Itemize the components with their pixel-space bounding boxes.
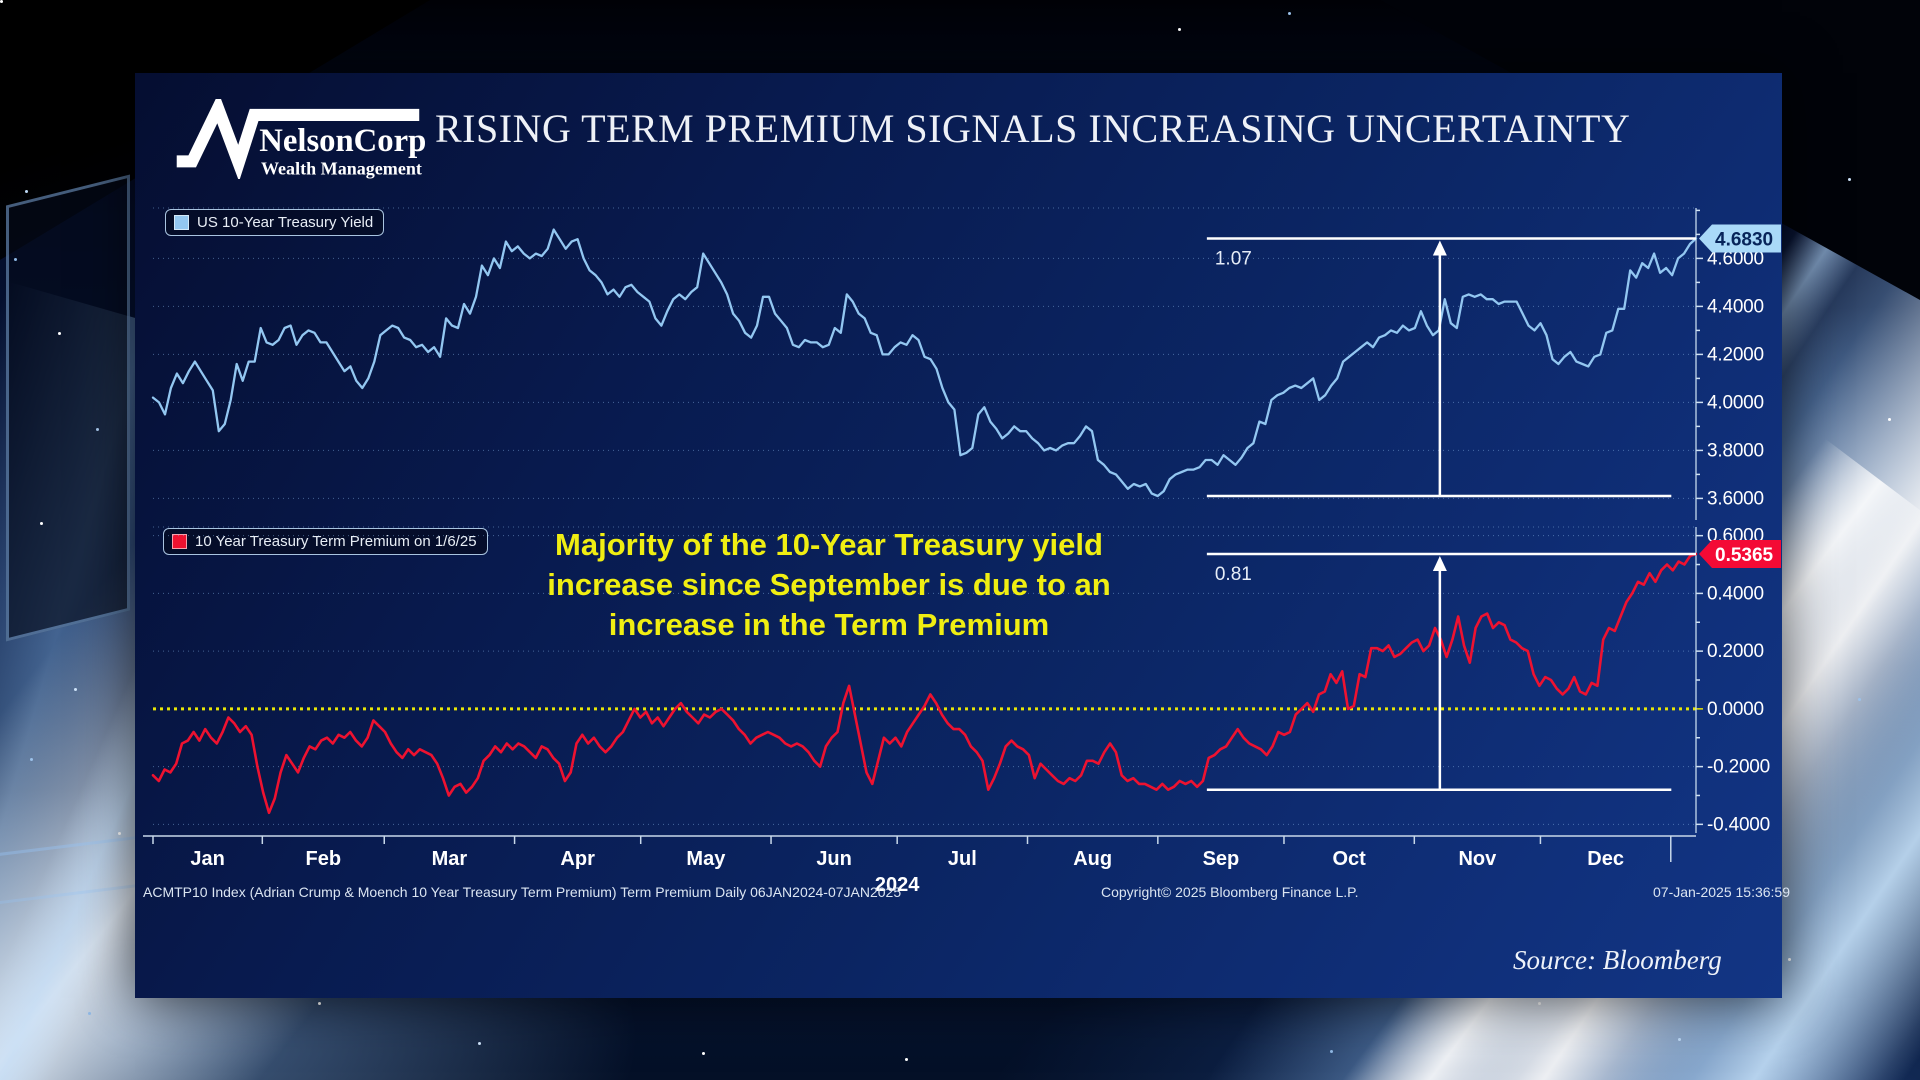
logo-n-mark [176,99,420,179]
y-tick-label: 4.2000 [1707,344,1764,365]
x-month-label: Jul [948,848,977,870]
x-month-label: Dec [1587,848,1624,870]
x-month-label: Apr [560,848,595,870]
annotation-line: increase in the Term Premium [608,607,1050,642]
y-tick-label: 0.0000 [1707,699,1764,720]
y-tick-label: 0.4000 [1707,583,1764,604]
page-title: RISING TERM PREMIUM SIGNALS INCREASING U… [435,106,1631,151]
footer-timestamp: 07-Jan-2025 15:36:59 [1653,884,1790,900]
x-month-label: Mar [432,848,468,870]
x-year-label: 2024 [875,874,920,896]
x-month-label: May [686,848,726,870]
x-month-label: Feb [305,848,341,870]
x-month-label: Nov [1458,848,1497,870]
legend-swatch-red [172,534,187,549]
x-month-label: Jun [816,848,852,870]
chart-card: NelsonCorp Wealth Management RISING TERM… [135,73,1790,998]
last-value-badge [1699,539,1781,568]
y-tick-label: 4.0000 [1707,392,1764,413]
last-value-label: 4.6830 [1715,229,1773,250]
y-tick-label: 3.6000 [1707,488,1764,509]
y-tick-label: 0.2000 [1707,641,1764,662]
x-month-label: Sep [1203,848,1240,870]
series-line-0 [151,228,1698,498]
nelsoncorp-logo: NelsonCorp Wealth Management [176,99,426,179]
y-tick-label: -0.2000 [1707,757,1770,778]
footer-copyright: Copyright© 2025 Bloomberg Finance L.P. [1101,884,1359,900]
logo-tagline: Wealth Management [261,158,422,178]
y-tick-label: 4.6000 [1707,248,1764,269]
measure-arrow-head [1432,240,1447,256]
studio-lights [0,0,3,3]
measure-arrow-head [1432,555,1447,571]
x-month-label: Oct [1332,848,1366,870]
legend-label: US 10-Year Treasury Yield [197,214,374,231]
y-tick-label: 4.4000 [1707,296,1764,317]
legend-label: 10 Year Treasury Term Premium on 1/6/25 [195,533,477,550]
last-value-badge [1699,224,1781,253]
studio-set-panel [6,174,130,642]
annotation-line: increase since September is due to an [547,567,1111,602]
last-value-label: 0.5365 [1715,545,1774,566]
logo-name: NelsonCorp [259,123,426,159]
legend-us-10y-treasury-yield: US 10-Year Treasury Yield [165,209,385,236]
legend-term-premium: 10 Year Treasury Term Premium on 1/6/25 [163,528,488,555]
yellow-annotation: Majority of the 10-Year Treasury yield i… [539,525,1119,645]
chart-svg: 4.6000 4.4000 4.2000 4.0000 3.8000 3.6000 1.07… [143,207,1781,896]
footer-index-description: ACMTP10 Index (Adrian Crump & Moench 10 … [143,884,902,900]
source-note: Source: Bloomberg [1513,945,1722,975]
x-month-label: Jan [190,848,224,870]
annotation-line: Majority of the 10-Year Treasury yield [555,527,1103,562]
measure-label: 1.07 [1215,248,1252,269]
y-tick-label: -0.4000 [1707,814,1770,835]
measure-label: 0.81 [1215,564,1252,585]
y-tick-label: 3.8000 [1707,440,1764,461]
x-month-label: Aug [1073,848,1112,870]
legend-swatch-blue [174,215,189,230]
